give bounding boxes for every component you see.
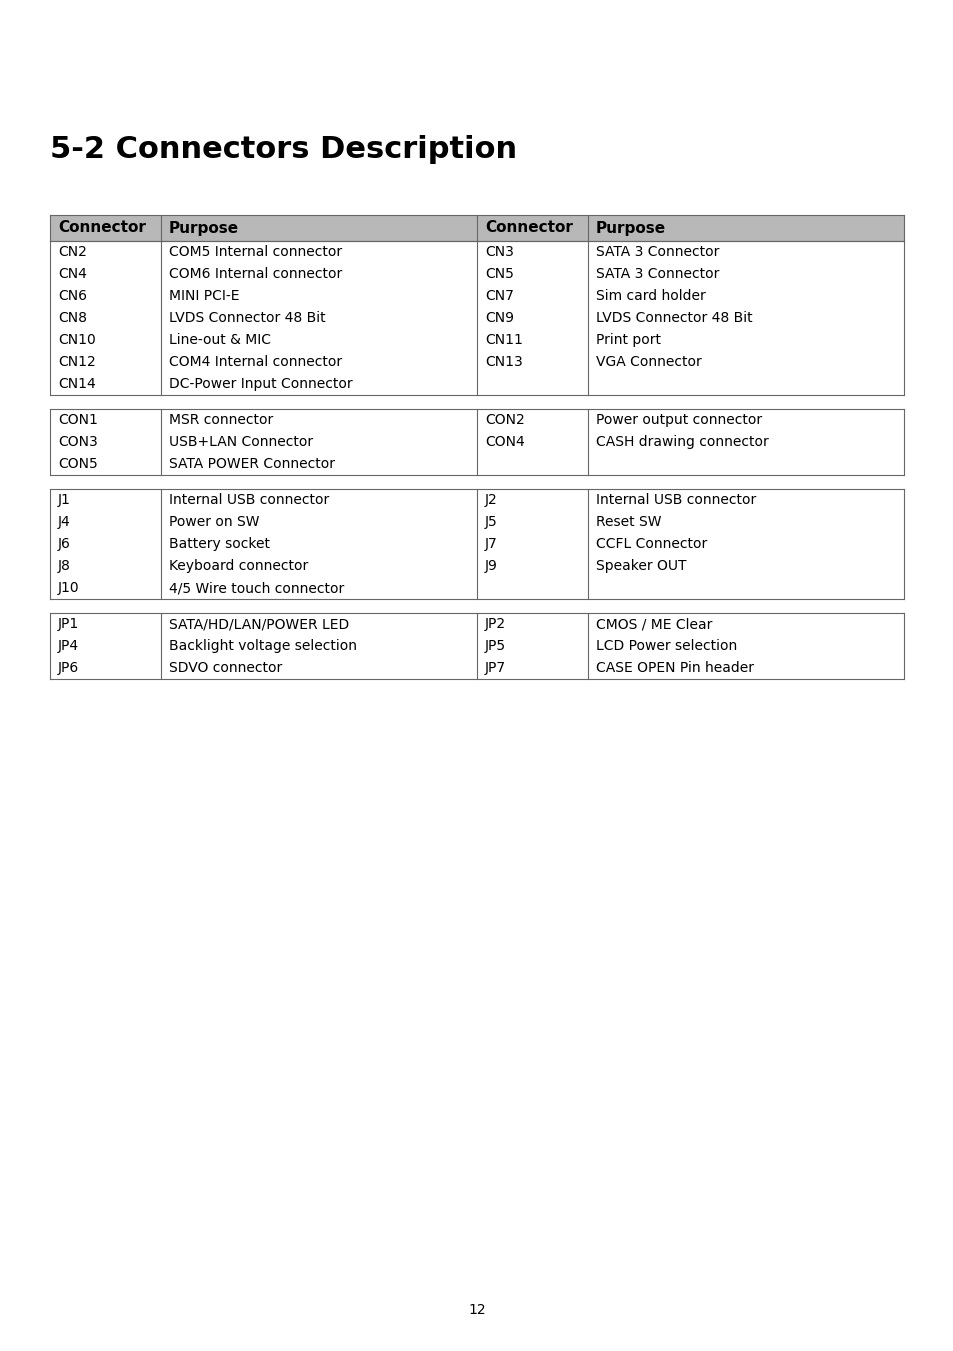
Text: LVDS Connector 48 Bit: LVDS Connector 48 Bit [596,311,752,326]
Text: COM6 Internal connector: COM6 Internal connector [169,267,342,281]
Text: CN9: CN9 [484,311,514,326]
Text: CON5: CON5 [58,457,97,471]
Text: 4/5 Wire touch connector: 4/5 Wire touch connector [169,581,344,594]
Text: JP4: JP4 [58,639,79,653]
Text: CN8: CN8 [58,311,87,326]
Text: J7: J7 [484,536,497,551]
Text: J1: J1 [58,493,71,507]
Text: SDVO connector: SDVO connector [169,661,282,676]
Text: JP6: JP6 [58,661,79,676]
Text: SATA POWER Connector: SATA POWER Connector [169,457,335,471]
Text: CMOS / ME Clear: CMOS / ME Clear [596,617,712,631]
Text: CON4: CON4 [484,435,524,449]
Text: J2: J2 [484,493,497,507]
Text: Purpose: Purpose [169,220,239,235]
Text: COM4 Internal connector: COM4 Internal connector [169,355,342,369]
Text: Internal USB connector: Internal USB connector [596,493,756,507]
Text: CCFL Connector: CCFL Connector [596,536,706,551]
Text: Speaker OUT: Speaker OUT [596,559,686,573]
Text: Connector: Connector [58,220,146,235]
Text: VGA Connector: VGA Connector [596,355,701,369]
Text: CASH drawing connector: CASH drawing connector [596,435,768,449]
Text: CON3: CON3 [58,435,97,449]
Text: 5-2 Connectors Description: 5-2 Connectors Description [50,135,517,163]
Text: MINI PCI-E: MINI PCI-E [169,289,239,303]
Bar [50,489,903,598]
Text: SATA/HD/LAN/POWER LED: SATA/HD/LAN/POWER LED [169,617,349,631]
Text: Print port: Print port [596,332,660,347]
Text: CASE OPEN Pin header: CASE OPEN Pin header [596,661,753,676]
Text: J10: J10 [58,581,79,594]
Text: CN7: CN7 [484,289,514,303]
Text: CN11: CN11 [484,332,522,347]
Text: CN2: CN2 [58,245,87,259]
Bar [50,613,903,680]
Text: Keyboard connector: Keyboard connector [169,559,308,573]
Text: Backlight voltage selection: Backlight voltage selection [169,639,356,653]
Bar [50,409,903,476]
Text: J4: J4 [58,515,71,530]
Text: SATA 3 Connector: SATA 3 Connector [596,245,719,259]
Text: JP7: JP7 [484,661,506,676]
Text: COM5 Internal connector: COM5 Internal connector [169,245,342,259]
Text: Reset SW: Reset SW [596,515,660,530]
Bar [50,215,903,240]
Text: CN4: CN4 [58,267,87,281]
Text: CN6: CN6 [58,289,87,303]
Text: JP2: JP2 [484,617,506,631]
Text: LVDS Connector 48 Bit: LVDS Connector 48 Bit [169,311,325,326]
Text: LCD Power selection: LCD Power selection [596,639,737,653]
Text: Line-out & MIC: Line-out & MIC [169,332,271,347]
Text: J8: J8 [58,559,71,573]
Text: CN13: CN13 [484,355,522,369]
Text: Battery socket: Battery socket [169,536,270,551]
Text: J9: J9 [484,559,497,573]
Text: J5: J5 [484,515,497,530]
Text: Connector: Connector [484,220,572,235]
Text: DC-Power Input Connector: DC-Power Input Connector [169,377,353,390]
Text: SATA 3 Connector: SATA 3 Connector [596,267,719,281]
Text: USB+LAN Connector: USB+LAN Connector [169,435,313,449]
Text: CN10: CN10 [58,332,95,347]
Text: JP1: JP1 [58,617,79,631]
Text: MSR connector: MSR connector [169,413,273,427]
Text: J6: J6 [58,536,71,551]
Text: CON1: CON1 [58,413,98,427]
Text: JP5: JP5 [484,639,506,653]
Text: Purpose: Purpose [596,220,665,235]
Text: Sim card holder: Sim card holder [596,289,705,303]
Text: 12: 12 [468,1302,485,1317]
Text: Internal USB connector: Internal USB connector [169,493,329,507]
Text: CN12: CN12 [58,355,95,369]
Text: Power on SW: Power on SW [169,515,259,530]
Text: CN5: CN5 [484,267,514,281]
Text: CN14: CN14 [58,377,95,390]
Text: CN3: CN3 [484,245,514,259]
Text: CON2: CON2 [484,413,524,427]
Text: Power output connector: Power output connector [596,413,761,427]
Bar [50,240,903,394]
